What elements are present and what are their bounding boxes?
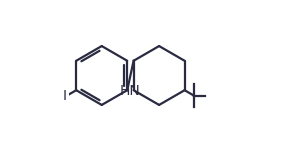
Text: I: I	[62, 89, 67, 103]
Text: HN: HN	[120, 84, 141, 98]
